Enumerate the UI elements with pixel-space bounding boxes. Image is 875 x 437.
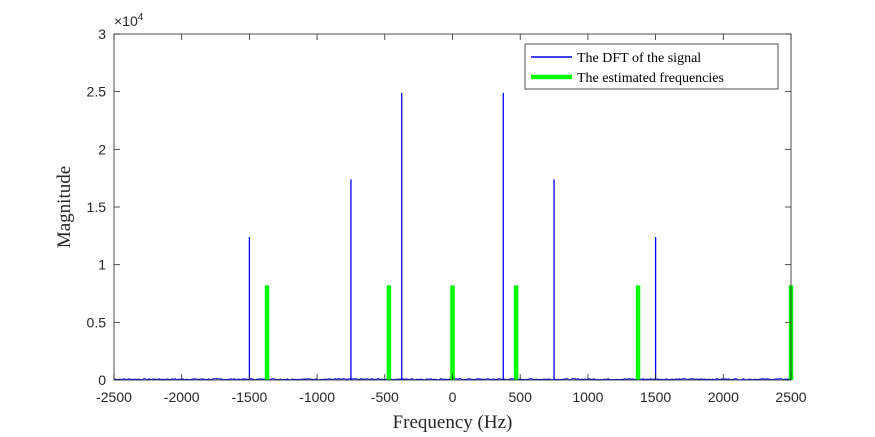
x-tick-label: -1500 [231, 389, 267, 405]
legend-label: The estimated frequencies [577, 71, 724, 86]
y-exponent-label: ×104 [114, 12, 144, 29]
y-tick-label: 2.5 [87, 84, 107, 100]
y-tick-label: 0 [98, 372, 106, 388]
y-tick-label: 2 [98, 141, 106, 157]
x-tick-label: -500 [371, 389, 399, 405]
y-tick-label: 3 [98, 26, 106, 42]
legend-label: The DFT of the signal [577, 51, 701, 66]
x-tick-label: 1000 [572, 389, 603, 405]
x-axis-label: Frequency (Hz) [393, 412, 513, 433]
y-exponent-power: 4 [138, 12, 144, 23]
y-axis-label: Magnitude [54, 166, 75, 248]
y-tick-label: 1.5 [87, 199, 107, 215]
x-tick-label: 2000 [708, 389, 739, 405]
y-exponent-base: ×10 [114, 13, 138, 29]
x-tick-label: -2000 [164, 389, 200, 405]
y-tick-label: 0.5 [87, 314, 107, 330]
x-tick-label: 2500 [775, 389, 806, 405]
x-tick-label: 0 [449, 389, 457, 405]
x-tick-label: -2500 [96, 389, 132, 405]
x-tick-label: -1000 [299, 389, 335, 405]
x-tick-label: 1500 [640, 389, 671, 405]
legend-box [524, 43, 779, 90]
y-tick-label: 1 [98, 257, 106, 273]
x-tick-label: 500 [509, 389, 533, 405]
